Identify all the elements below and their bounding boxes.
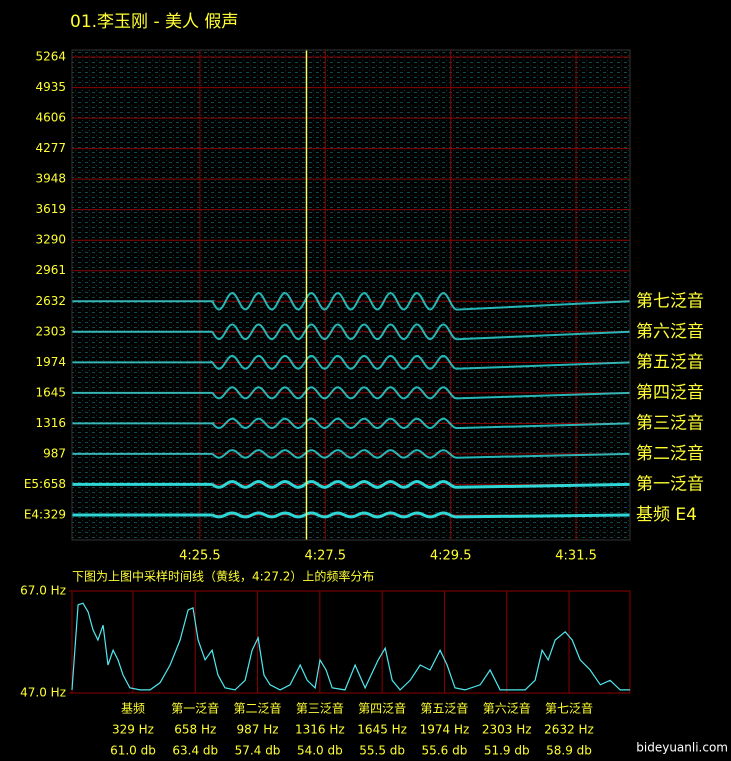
y-tick-label: 5264 <box>35 50 66 64</box>
spectrum-line <box>71 602 630 691</box>
frequency-label: 987 Hz <box>237 723 279 737</box>
y-tick-label: 3948 <box>35 172 66 186</box>
page-title: 01.李玉刚 - 美人 假声 <box>70 12 238 32</box>
category-label: 第三泛音 <box>296 701 344 716</box>
frequency-label: 658 Hz <box>174 723 216 737</box>
level-label: 55.5 db <box>359 744 405 758</box>
harmonic-band <box>72 291 631 311</box>
spectrogram-background <box>72 50 630 540</box>
harmonic-label: 基频 E4 <box>636 505 697 525</box>
harmonic-label: 第七泛音 <box>636 291 704 311</box>
level-label: 61.0 db <box>110 744 156 758</box>
y-tick-label: 1645 <box>35 385 66 399</box>
category-label: 基频 <box>121 702 145 716</box>
harmonic-label: 第四泛音 <box>636 383 704 403</box>
harmonic-band <box>72 511 631 519</box>
level-label: 63.4 db <box>172 744 218 758</box>
level-label: 54.0 db <box>297 744 343 758</box>
frequency-label: 1316 Hz <box>295 723 345 737</box>
y-tick-label: 2961 <box>35 263 66 277</box>
harmonic-label: 第一泛音 <box>636 474 704 494</box>
watermark: bideyuanli.com <box>636 741 728 755</box>
category-label: 第七泛音 <box>545 701 593 716</box>
harmonic-band <box>72 354 631 370</box>
level-label: 57.4 db <box>235 744 281 758</box>
harmonic-band <box>72 386 631 400</box>
x-tick-label: 4:31.5 <box>555 549 597 564</box>
category-label: 第二泛音 <box>234 701 282 716</box>
frequency-label: 329 Hz <box>112 723 154 737</box>
harmonic-band <box>72 449 631 459</box>
y-tick-label: 47.0 Hz <box>20 686 66 700</box>
y-tick-label: 4606 <box>35 111 66 125</box>
y-tick-label: E5:658 <box>24 477 66 491</box>
harmonic-band <box>72 323 631 341</box>
plot-frame <box>71 590 631 694</box>
y-tick-label: 4935 <box>35 80 66 94</box>
y-tick-label: 2303 <box>35 324 66 338</box>
y-tick-label: 1974 <box>35 355 66 369</box>
harmonic-band <box>72 417 631 430</box>
y-tick-label: 2632 <box>35 294 66 308</box>
frequency-label: 1974 Hz <box>420 723 470 737</box>
category-label: 第五泛音 <box>420 701 468 716</box>
frequency-label: 2632 Hz <box>544 723 594 737</box>
level-label: 55.6 db <box>422 744 468 758</box>
harmonic-label: 第五泛音 <box>636 352 704 372</box>
x-tick-label: 4:29.5 <box>430 549 472 564</box>
harmonic-label: 第三泛音 <box>636 413 704 433</box>
annotation: 下图为上图中采样时间线（黄线，4:27.2）上的频率分布 <box>72 569 374 584</box>
category-label: 第六泛音 <box>483 701 531 716</box>
level-label: 58.9 db <box>546 744 592 758</box>
category-label: 第一泛音 <box>171 701 219 716</box>
y-tick-label: 3290 <box>35 233 66 247</box>
y-tick-label: 4277 <box>35 141 66 155</box>
plot-frame <box>71 49 631 541</box>
x-tick-label: 4:27.5 <box>304 549 346 564</box>
frequency-label: 1645 Hz <box>357 723 407 737</box>
y-tick-label: 987 <box>43 446 66 460</box>
y-tick-label: 67.0 Hz <box>20 584 66 598</box>
y-tick-label: 1316 <box>35 416 66 430</box>
y-tick-label: 3619 <box>35 202 66 216</box>
harmonic-label: 第二泛音 <box>636 444 704 464</box>
x-tick-label: 4:25.5 <box>179 549 221 564</box>
harmonic-band <box>72 479 631 489</box>
y-tick-label: E4:329 <box>24 507 66 521</box>
level-label: 51.9 db <box>484 744 530 758</box>
harmonic-label: 第六泛音 <box>636 322 704 342</box>
frequency-label: 2303 Hz <box>482 723 532 737</box>
category-label: 第四泛音 <box>358 701 406 716</box>
